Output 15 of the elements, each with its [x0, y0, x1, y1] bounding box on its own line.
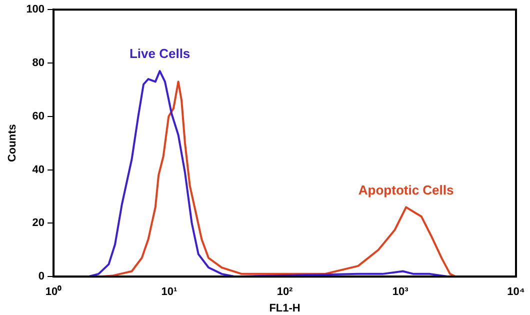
y-tick-label: 60 — [32, 110, 45, 122]
x-tick-label: 10⁴ — [507, 286, 525, 298]
x-tick-label: 10⁰ — [45, 285, 62, 298]
y-tick-label: 100 — [26, 4, 45, 16]
series-label: Live Cells — [129, 46, 190, 62]
y-tick-label: 40 — [32, 164, 45, 176]
series-label: Apoptotic Cells — [358, 182, 454, 198]
x-tick-label: 10² — [276, 286, 294, 298]
x-tick-label: 10¹ — [161, 286, 178, 298]
x-tick-label: 10³ — [392, 286, 409, 298]
y-tick-label: 80 — [32, 57, 45, 70]
y-axis-title: Counts — [6, 124, 19, 162]
x-axis-title: FL1-H — [269, 302, 300, 314]
y-tick-label: 0 — [38, 270, 45, 283]
y-tick-label: 20 — [32, 217, 45, 230]
